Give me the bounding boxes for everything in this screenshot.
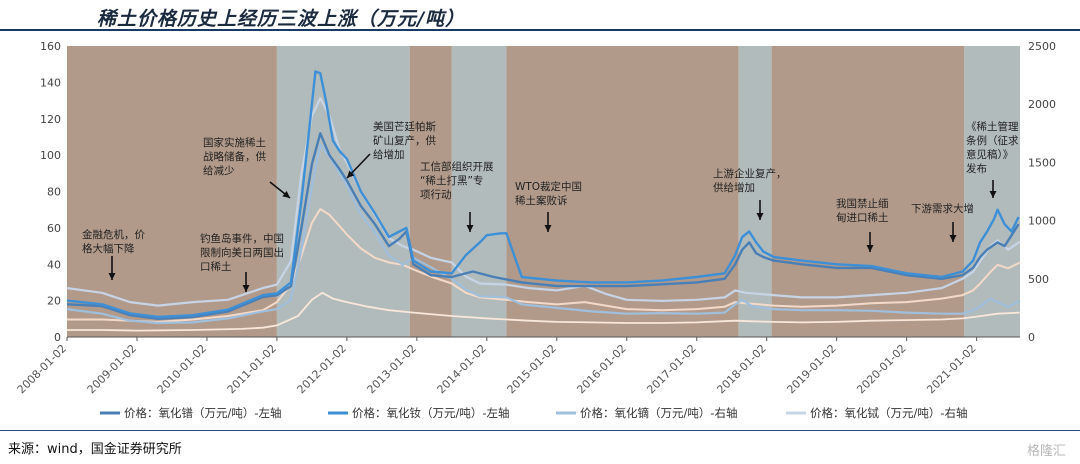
annotation-line: 稀土案败诉	[515, 194, 568, 207]
series-line-2	[66, 143, 1021, 325]
left-tick-label: 140	[40, 76, 61, 89]
legend: 价格：氧化镨（万元/吨）-左轴 价格：氧化钕（万元/吨）-左轴 价格：氧化镝（万元/…	[100, 406, 968, 420]
x-tick-label: 2012-01-02	[295, 342, 349, 396]
title-divider	[0, 29, 1080, 31]
annotation-arrowhead	[866, 245, 874, 252]
x-tick-label: 2009-01-02	[85, 342, 139, 396]
annotation-line: 上游企业复产，	[713, 167, 787, 180]
left-tick-label: 0	[54, 331, 61, 344]
annotation-arrowhead	[544, 225, 552, 232]
x-tick-label: 2017-01-02	[644, 342, 698, 396]
annotation-arrowhead	[989, 191, 997, 198]
price-chart: 0 20 40 60 80 100 120 140 160 0 500 1000 1500 2000 250…	[15, 40, 1056, 420]
series-line-0	[66, 132, 1020, 320]
legend-label: 价格：氧化钕（万元/吨）-左轴	[352, 406, 510, 420]
annotation-2: 国家实施稀土战略储备，供给减少	[203, 136, 266, 177]
legend-label: 价格：氧化镝（万元/吨）-右轴	[580, 406, 738, 420]
annotation-line: “稀土打黑”专	[420, 174, 483, 187]
right-tick-label: 2000	[1028, 98, 1056, 111]
x-tick-label: 2021-01-02	[924, 342, 978, 396]
right-tick-label: 2500	[1028, 40, 1056, 53]
x-tick-label: 2019-01-02	[784, 342, 838, 396]
shaded-period-2	[409, 46, 452, 337]
annotation-line: 钓鱼岛事件，中国	[200, 232, 284, 245]
annotation-line: 美国芒廷帕斯	[373, 120, 436, 133]
shaded-period-3	[451, 46, 507, 337]
x-tick-label: 2010-01-02	[155, 342, 209, 396]
watermark: 格隆汇	[1026, 444, 1066, 459]
annotation-arrowhead	[756, 213, 764, 220]
annotation-line: 国家实施稀土	[203, 136, 266, 149]
annotation-line: 发布	[966, 162, 987, 175]
annotation-line: 条例（征求	[966, 134, 1019, 147]
annotation-arrowhead	[108, 273, 116, 280]
legend-label: 价格：氧化镨（万元/吨）-左轴	[124, 406, 282, 420]
annotation-5: WTO裁定中国稀土案败诉	[515, 180, 582, 207]
annotation-line: 金融危机，价	[82, 228, 145, 241]
x-tick-label: 2011-01-02	[225, 342, 279, 396]
x-tick-label: 2018-01-02	[714, 342, 768, 396]
annotation-line: 工信部组织开展	[420, 160, 494, 173]
annotation-0: 金融危机，价格大幅下降	[82, 228, 145, 255]
annotation-arrowhead	[949, 235, 957, 242]
shaded-period-1	[276, 46, 410, 337]
annotation-line: 供给增加	[713, 181, 755, 194]
source-note: 来源：wind，国金证券研究所	[8, 442, 182, 457]
left-tick-label: 120	[40, 113, 61, 126]
shaded-period-6	[771, 46, 965, 337]
annotation-line: 意见稿）》	[966, 148, 1013, 161]
annotation-line: 项行动	[420, 188, 452, 201]
left-tick-label: 20	[47, 295, 61, 308]
annotation-4: 工信部组织开展“稀土打黑”专项行动	[420, 160, 494, 201]
x-tick-label: 2016-01-02	[574, 342, 628, 396]
right-tick-label: 500	[1028, 273, 1049, 286]
annotation-9: 《稀土管理条例（征求意见稿）》发布	[966, 120, 1019, 175]
left-tick-label: 160	[40, 40, 61, 53]
annotation-line: 甸进口稀土	[836, 211, 889, 224]
x-tick-label: 2020-01-02	[854, 342, 908, 396]
series-line-1	[66, 70, 1020, 319]
source-divider	[0, 430, 1080, 431]
annotation-line: 口稀土	[200, 260, 232, 273]
annotation-8: 下游需求大增	[911, 202, 974, 215]
annotation-line: 战略储备，供	[203, 150, 266, 163]
legend-label: 价格：氧化铽（万元/吨）-右轴	[810, 406, 968, 420]
annotations: 金融危机，价格大幅下降钓鱼岛事件，中国限制向美日两国出口稀土国家实施稀土战略储备…	[82, 120, 1019, 292]
annotation-line: 限制向美日两国出	[200, 246, 284, 259]
right-tick-label: 0	[1028, 331, 1035, 344]
annotation-arrowhead	[242, 285, 250, 292]
annotation-line: 《稀土管理	[966, 120, 1019, 133]
annotation-1: 钓鱼岛事件，中国限制向美日两国出口稀土	[200, 232, 284, 273]
shaded-period-0	[67, 46, 277, 337]
annotation-line: 给减少	[203, 164, 235, 177]
left-tick-label: 60	[47, 222, 61, 235]
shaded-period-5	[738, 46, 772, 337]
series-line-5	[67, 291, 1021, 332]
x-tick-label: 2014-01-02	[435, 342, 489, 396]
series-line-3	[66, 97, 1021, 307]
x-tick-label: 2013-01-02	[365, 342, 419, 396]
annotation-line: 下游需求大增	[911, 202, 974, 215]
annotation-arrowhead	[347, 170, 355, 178]
left-tick-label: 80	[47, 186, 61, 199]
annotation-line: 给增加	[373, 148, 405, 161]
series-lines	[66, 70, 1021, 332]
annotation-line: 格大幅下降	[82, 242, 135, 255]
x-tick-label: 2008-01-02	[15, 342, 69, 396]
right-tick-label: 1500	[1028, 156, 1056, 169]
annotation-line: 我国禁止缅	[836, 197, 889, 210]
annotation-arrowhead	[466, 225, 474, 232]
annotation-3: 美国芒廷帕斯矿山复产，供给增加	[373, 120, 436, 161]
annotation-arrowhead	[282, 190, 290, 198]
annotation-7: 我国禁止缅甸进口稀土	[836, 197, 889, 224]
chart-title: 稀土价格历史上经历三波上涨（万元/吨）	[97, 8, 465, 30]
annotation-6: 上游企业复产，供给增加	[713, 167, 787, 194]
annotation-line: 矿山复产，供	[373, 134, 436, 147]
x-tick-label: 2015-01-02	[505, 342, 559, 396]
left-tick-label: 40	[47, 258, 61, 271]
annotation-line: WTO裁定中国	[515, 180, 582, 193]
right-tick-label: 1000	[1028, 215, 1056, 228]
left-tick-label: 100	[40, 149, 61, 162]
